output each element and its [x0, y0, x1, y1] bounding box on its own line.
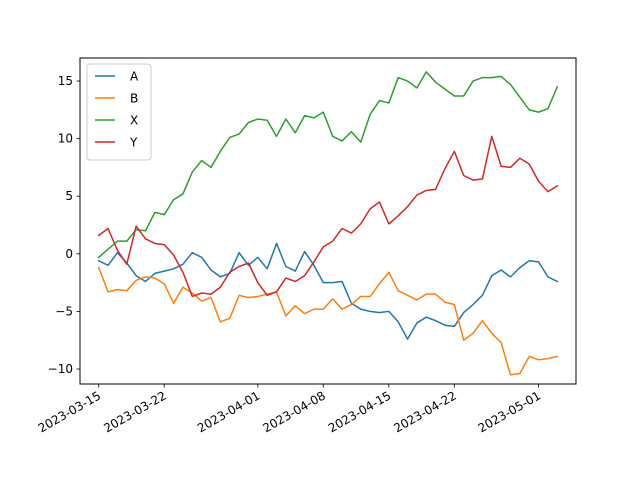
legend-label-x: X — [130, 114, 138, 128]
series-line-y — [97, 135, 559, 298]
legend-label-b: B — [130, 92, 138, 106]
series-line-a — [97, 242, 559, 340]
y-tick-label: −5 — [55, 304, 73, 318]
y-tick-label: 10 — [58, 132, 73, 146]
y-tick-label: 15 — [58, 74, 73, 88]
y-tick-label: −10 — [48, 362, 73, 376]
y-tick-label: 5 — [65, 189, 73, 203]
legend-label-y: Y — [129, 136, 138, 150]
series-line-b — [97, 266, 559, 376]
series-layer — [97, 71, 559, 376]
y-tick-label: 0 — [65, 247, 73, 261]
plot-frame — [79, 57, 577, 385]
y-axis: −10 −5 0 5 10 15 — [48, 74, 80, 376]
legend-label-a: A — [130, 70, 139, 84]
legend-box — [86, 63, 152, 161]
series-line-x — [97, 71, 559, 259]
